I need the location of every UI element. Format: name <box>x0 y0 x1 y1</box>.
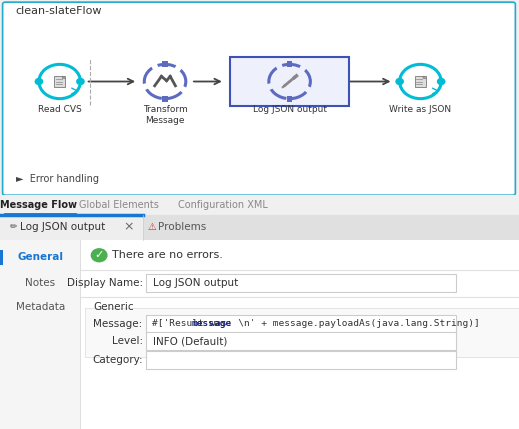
Text: clean-slateFlow: clean-slateFlow <box>16 6 102 16</box>
FancyBboxPatch shape <box>146 315 456 333</box>
Text: Write as JSON: Write as JSON <box>389 105 452 114</box>
Text: ✏: ✏ <box>9 223 17 232</box>
FancyBboxPatch shape <box>162 61 168 67</box>
Circle shape <box>91 249 107 262</box>
FancyBboxPatch shape <box>146 274 456 292</box>
Text: #['Result was: \n' + message.payloadAs(java.lang.String)]: #['Result was: \n' + message.payloadAs(j… <box>152 320 480 328</box>
FancyBboxPatch shape <box>85 308 519 357</box>
Text: ×: × <box>124 221 134 234</box>
FancyBboxPatch shape <box>0 195 519 214</box>
Text: Read CVS: Read CVS <box>38 105 81 114</box>
Text: INFO (Default): INFO (Default) <box>153 336 227 346</box>
Text: Transform
Message: Transform Message <box>143 105 187 124</box>
Text: Problems: Problems <box>158 222 207 233</box>
Polygon shape <box>423 76 426 79</box>
FancyBboxPatch shape <box>415 76 426 87</box>
Circle shape <box>269 64 310 99</box>
FancyBboxPatch shape <box>230 57 349 106</box>
Circle shape <box>39 64 80 99</box>
Text: Log JSON output: Log JSON output <box>253 105 326 114</box>
Text: Message Flow: Message Flow <box>1 200 77 210</box>
Circle shape <box>438 79 445 85</box>
FancyBboxPatch shape <box>3 2 515 195</box>
Text: There are no errors.: There are no errors. <box>112 250 223 260</box>
FancyBboxPatch shape <box>146 351 456 369</box>
FancyBboxPatch shape <box>0 240 519 429</box>
FancyBboxPatch shape <box>0 214 519 240</box>
Polygon shape <box>62 76 65 79</box>
Text: Level:: Level: <box>112 336 143 346</box>
Text: Generic: Generic <box>93 302 134 312</box>
Text: Message:: Message: <box>93 319 143 329</box>
Text: General: General <box>17 252 63 263</box>
Text: message: message <box>192 320 232 328</box>
FancyBboxPatch shape <box>0 240 80 429</box>
FancyBboxPatch shape <box>54 76 65 87</box>
Text: ⚠: ⚠ <box>148 222 157 233</box>
Text: Metadata: Metadata <box>16 302 65 312</box>
Text: ►  Error handling: ► Error handling <box>16 174 99 184</box>
FancyBboxPatch shape <box>287 61 292 67</box>
Text: ✓: ✓ <box>94 250 104 260</box>
Circle shape <box>400 64 441 99</box>
Circle shape <box>35 79 43 85</box>
FancyBboxPatch shape <box>0 250 3 265</box>
Circle shape <box>144 64 186 99</box>
Circle shape <box>396 79 403 85</box>
FancyBboxPatch shape <box>146 332 456 350</box>
Text: Log JSON output: Log JSON output <box>153 278 238 288</box>
FancyBboxPatch shape <box>162 96 168 102</box>
Text: Notes: Notes <box>25 278 56 288</box>
Text: Global Elements: Global Elements <box>79 200 159 210</box>
Text: Configuration XML: Configuration XML <box>178 200 268 210</box>
Circle shape <box>77 79 84 85</box>
Text: Display Name:: Display Name: <box>66 278 143 288</box>
Text: Category:: Category: <box>92 355 143 366</box>
FancyBboxPatch shape <box>287 96 292 102</box>
Text: Log JSON output: Log JSON output <box>20 222 105 233</box>
FancyBboxPatch shape <box>0 214 143 240</box>
